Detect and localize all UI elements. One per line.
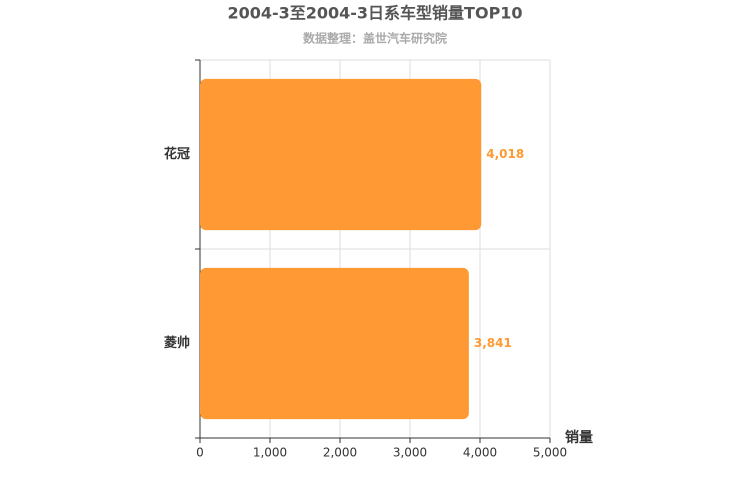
- value-label: 3,841: [474, 336, 512, 350]
- x-tick-label: 5,000: [533, 446, 567, 460]
- x-tick-label: 2,000: [323, 446, 357, 460]
- x-axis-label: 销量: [565, 429, 593, 446]
- x-tick-label: 0: [196, 446, 204, 460]
- x-tick-label: 4,000: [463, 446, 497, 460]
- x-tick-label: 1,000: [253, 446, 287, 460]
- bar: [200, 78, 482, 231]
- y-tick-label: 花冠: [164, 146, 190, 162]
- value-label: 4,018: [486, 147, 524, 161]
- chart-subtitle: 数据整理：盖世汽车研究院: [303, 31, 447, 46]
- chart-title: 2004-3至2004-3日系车型销量TOP10: [227, 4, 522, 23]
- x-tick-label: 3,000: [393, 446, 427, 460]
- bar: [200, 267, 469, 420]
- y-tick-label: 菱帅: [164, 335, 190, 351]
